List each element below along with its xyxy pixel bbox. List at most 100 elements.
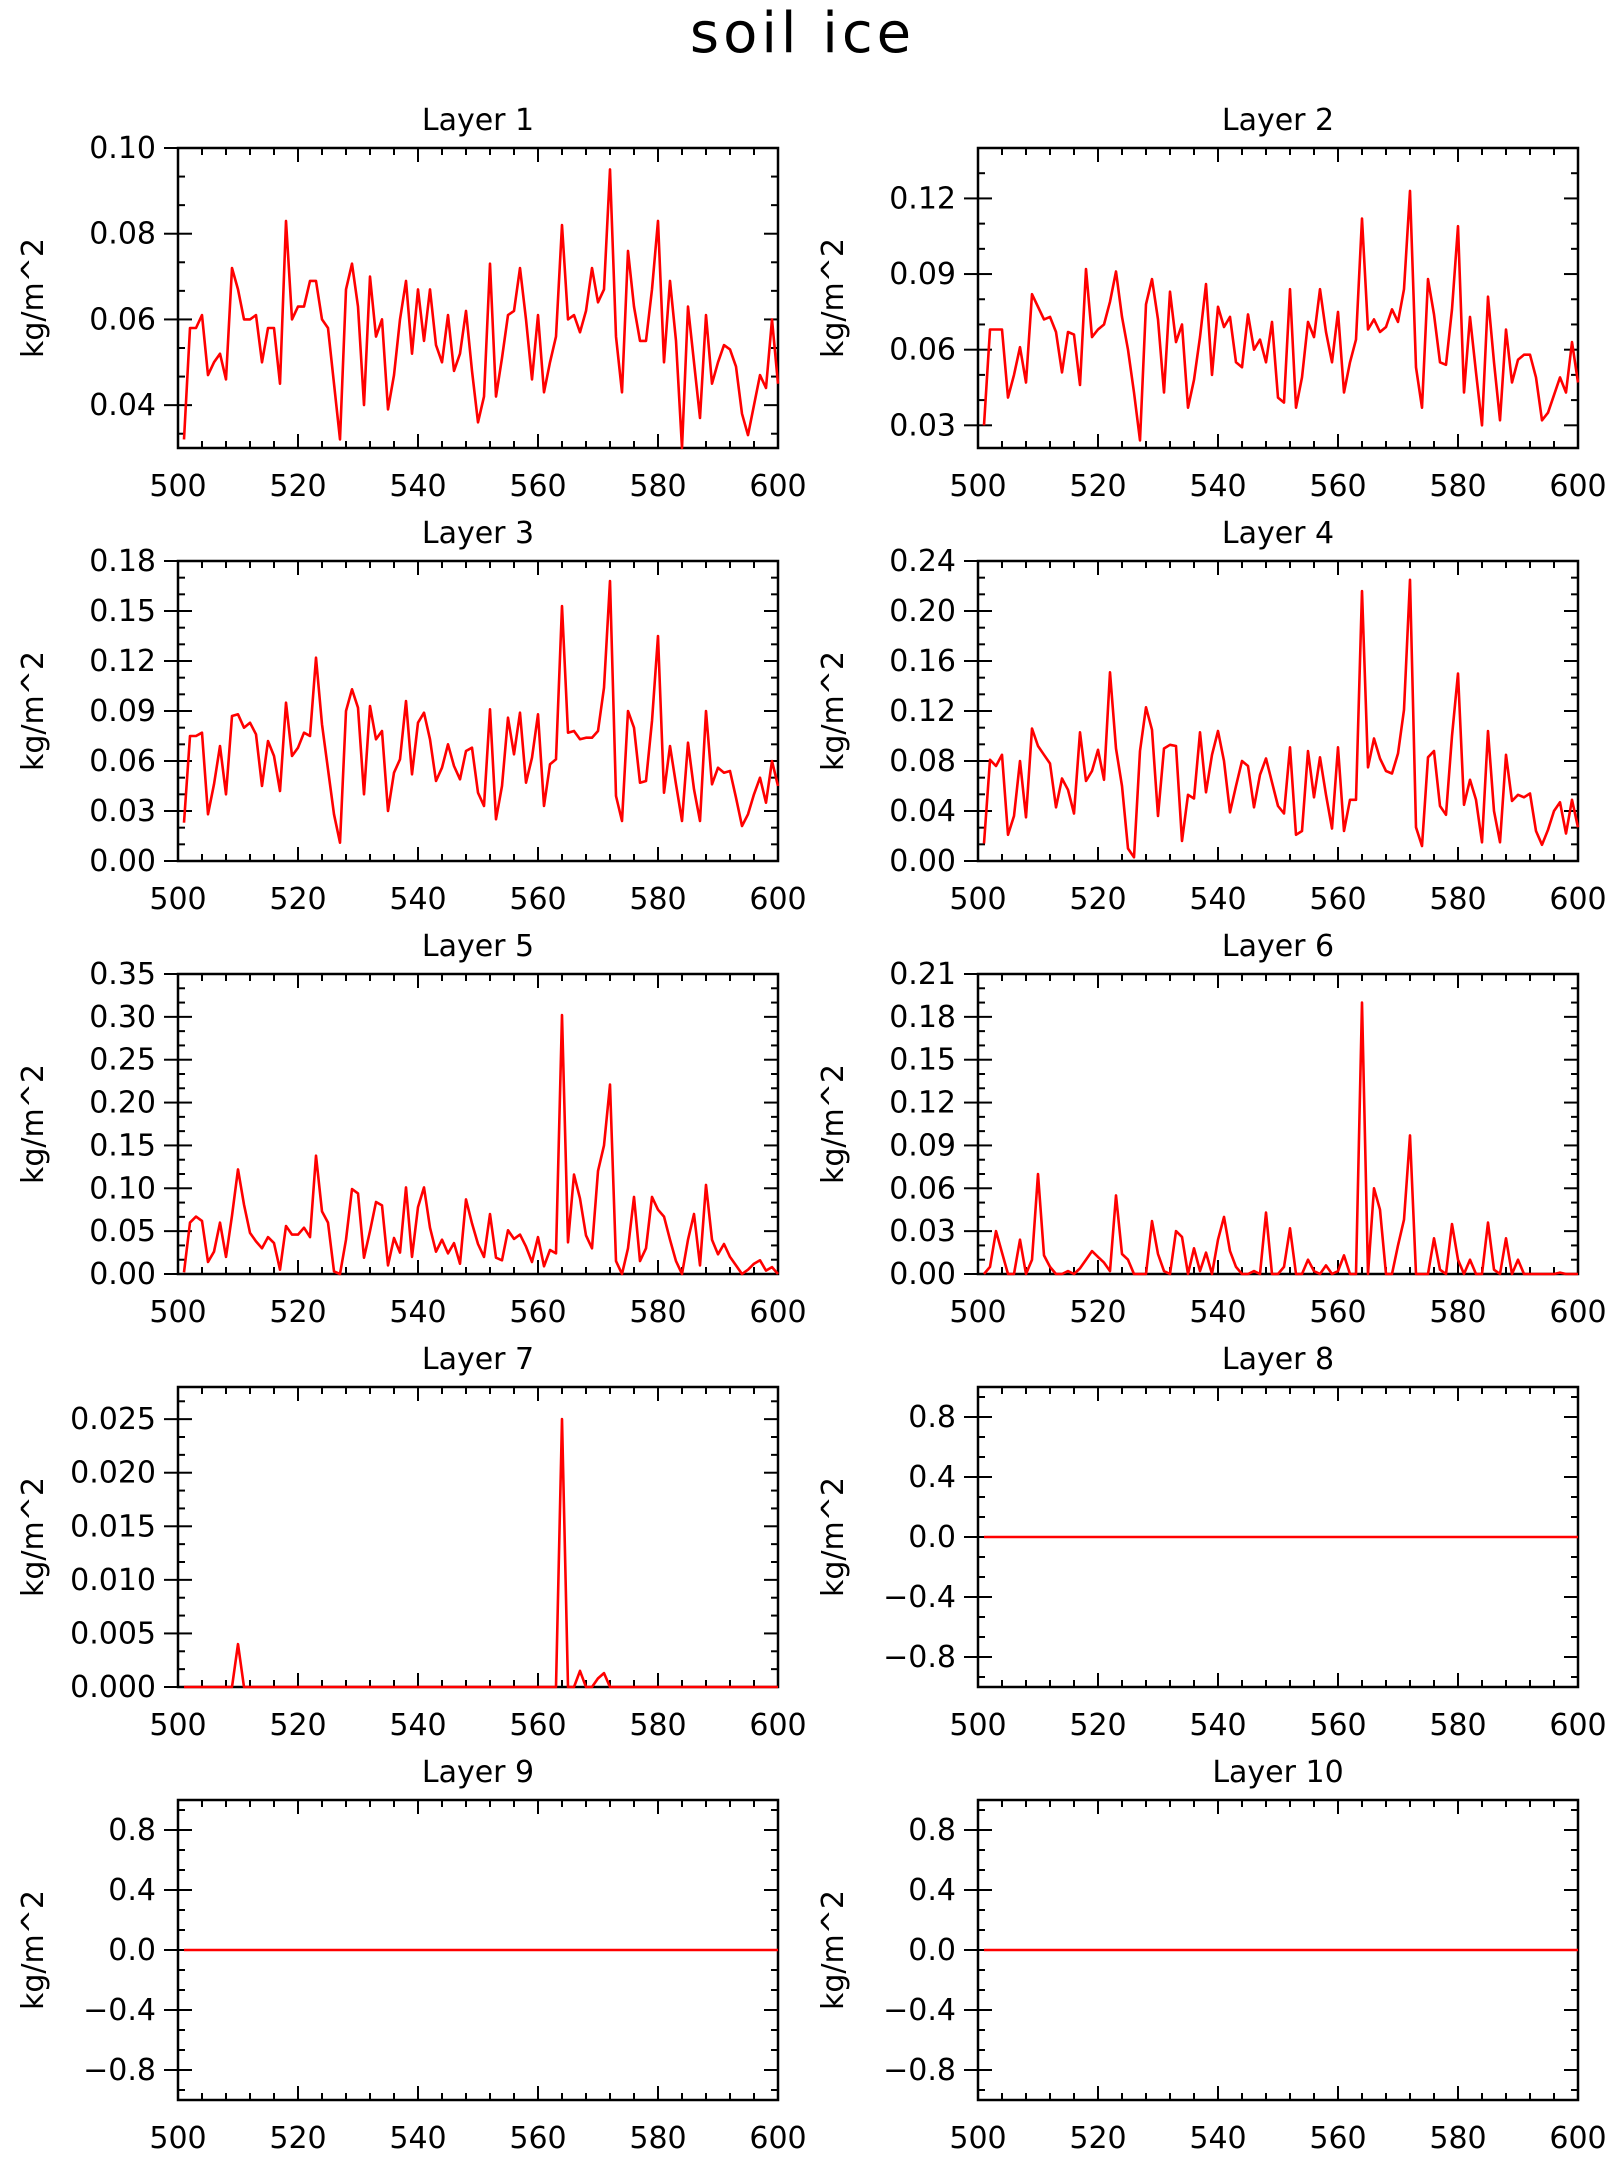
x-tick-label: 600 — [1549, 1708, 1605, 1743]
y-tick-label: 0.08 — [89, 217, 156, 252]
y-tick-label: 0.16 — [889, 644, 956, 679]
y-axis-label: kg/m^2 — [16, 1890, 51, 2010]
plot-frame — [176, 146, 780, 450]
y-tick-label: −0.4 — [883, 1580, 956, 1615]
y-tick-label: −0.4 — [83, 1993, 156, 2028]
x-tick-label: 600 — [749, 882, 806, 917]
panel-layer-2: Layer 2 kg/m^2 500 520 540 560 580 600 0.03 0.06 0… — [816, 103, 1605, 504]
x-tick-label: 540 — [389, 882, 446, 917]
y-axis-label: kg/m^2 — [16, 1477, 51, 1597]
panel-title: Layer 3 — [422, 516, 534, 551]
y-tick-label: 0.06 — [889, 1171, 956, 1206]
x-tick-label: 560 — [509, 469, 566, 504]
plot-frame — [976, 559, 1580, 863]
x-tick-label: 500 — [149, 882, 206, 917]
panel-layer-6: Layer 6 kg/m^2 500 520 540 560 580 600 0.00 0.03 0… — [816, 929, 1605, 1330]
x-tick-label: 520 — [269, 882, 326, 917]
x-tick-label: 580 — [629, 882, 686, 917]
y-tick-label: 0.25 — [89, 1043, 156, 1078]
y-tick-label: 0.06 — [89, 744, 156, 779]
plot-frame — [976, 146, 1580, 450]
x-tick-label: 580 — [1429, 1708, 1486, 1743]
x-tick-label: 540 — [389, 1708, 446, 1743]
x-tick-label: 520 — [1069, 2121, 1126, 2156]
y-axis-label: kg/m^2 — [816, 1064, 851, 1184]
x-tick-label: 520 — [1069, 1708, 1126, 1743]
panel-layer-7: Layer 7 kg/m^2 500 520 540 560 580 600 0.000 0.00… — [16, 1342, 807, 1743]
panel-layer-4: Layer 4 kg/m^2 500 520 540 560 580 600 0.00 0.04 0… — [816, 516, 1605, 917]
y-tick-label: 0.35 — [89, 957, 156, 992]
panel-layer-10: Layer 10 kg/m^2 500 520 540 560 580 600 −0.8 −0.4… — [816, 1755, 1605, 2156]
y-axis-label: kg/m^2 — [816, 1890, 851, 2010]
y-tick-label: 0.10 — [89, 131, 156, 166]
y-tick-label: 0.010 — [70, 1563, 156, 1598]
y-tick-label: 0.15 — [889, 1043, 956, 1078]
x-tick-label: 600 — [1549, 2121, 1605, 2156]
y-tick-label: 0.4 — [908, 1873, 956, 1908]
y-tick-label: 0.8 — [908, 1400, 956, 1435]
panel-layer-8: Layer 8 kg/m^2 500 520 540 560 580 600 −0.8 −0.4 0… — [816, 1342, 1605, 1743]
y-tick-label: 0.05 — [89, 1214, 156, 1249]
series-line — [182, 579, 780, 845]
x-tick-label: 500 — [949, 1295, 1006, 1330]
x-tick-label: 600 — [749, 1708, 806, 1743]
x-tick-label: 520 — [269, 1708, 326, 1743]
x-tick-label: 500 — [149, 2121, 206, 2156]
y-tick-label: 0.15 — [89, 594, 156, 629]
y-tick-label: 0.12 — [889, 1086, 956, 1121]
panel-title: Layer 7 — [422, 1342, 534, 1377]
series-line — [982, 578, 1580, 859]
y-tick-label: 0.00 — [89, 844, 156, 879]
x-tick-label: 560 — [509, 882, 566, 917]
y-tick-label: 0.025 — [70, 1402, 156, 1437]
y-tick-label: 0.00 — [889, 844, 956, 879]
series-line — [982, 189, 1580, 442]
y-tick-label: 0.20 — [889, 594, 956, 629]
x-tick-label: 580 — [629, 2121, 686, 2156]
x-tick-label: 540 — [1189, 1295, 1246, 1330]
y-tick-label: 0.09 — [889, 257, 956, 292]
panel-title: Layer 9 — [422, 1755, 534, 1790]
y-tick-label: 0.08 — [889, 744, 956, 779]
x-tick-label: 540 — [389, 1295, 446, 1330]
x-tick-label: 500 — [949, 469, 1006, 504]
y-tick-label: 0.4 — [908, 1460, 956, 1495]
x-tick-label: 560 — [509, 2121, 566, 2156]
y-tick-label: 0.20 — [89, 1086, 156, 1121]
y-tick-label: 0.020 — [70, 1456, 156, 1491]
y-tick-label: 0.0 — [108, 1933, 156, 1968]
y-tick-label: 0.0 — [908, 1520, 956, 1555]
plot-frame — [176, 972, 780, 1276]
plot-frame — [176, 559, 780, 863]
x-tick-label: 600 — [1549, 469, 1605, 504]
x-tick-label: 600 — [749, 1295, 806, 1330]
x-tick-label: 600 — [749, 469, 806, 504]
y-tick-label: 0.8 — [108, 1813, 156, 1848]
y-tick-label: 0.12 — [889, 181, 956, 216]
x-tick-label: 580 — [1429, 882, 1486, 917]
x-tick-label: 580 — [629, 1708, 686, 1743]
panel-title: Layer 4 — [1222, 516, 1334, 551]
x-tick-label: 560 — [509, 1708, 566, 1743]
x-tick-label: 580 — [629, 469, 686, 504]
x-tick-label: 500 — [149, 1295, 206, 1330]
series-line — [182, 168, 780, 450]
y-tick-label: 0.18 — [889, 1000, 956, 1035]
y-tick-label: 0.12 — [89, 644, 156, 679]
x-tick-label: 560 — [1309, 1295, 1366, 1330]
x-tick-label: 560 — [1309, 882, 1366, 917]
x-tick-label: 580 — [629, 1295, 686, 1330]
x-tick-label: 580 — [1429, 1295, 1486, 1330]
x-tick-label: 560 — [1309, 2121, 1366, 2156]
y-tick-label: 0.09 — [889, 1128, 956, 1163]
panel-title: Layer 8 — [1222, 1342, 1334, 1377]
x-tick-label: 600 — [749, 2121, 806, 2156]
y-tick-label: 0.06 — [89, 302, 156, 337]
y-tick-label: −0.4 — [883, 1993, 956, 2028]
y-tick-label: 0.12 — [889, 694, 956, 729]
panel-title: Layer 2 — [1222, 103, 1334, 138]
y-tick-label: 0.00 — [889, 1257, 956, 1292]
x-tick-label: 540 — [1189, 2121, 1246, 2156]
y-tick-label: 0.00 — [89, 1257, 156, 1292]
